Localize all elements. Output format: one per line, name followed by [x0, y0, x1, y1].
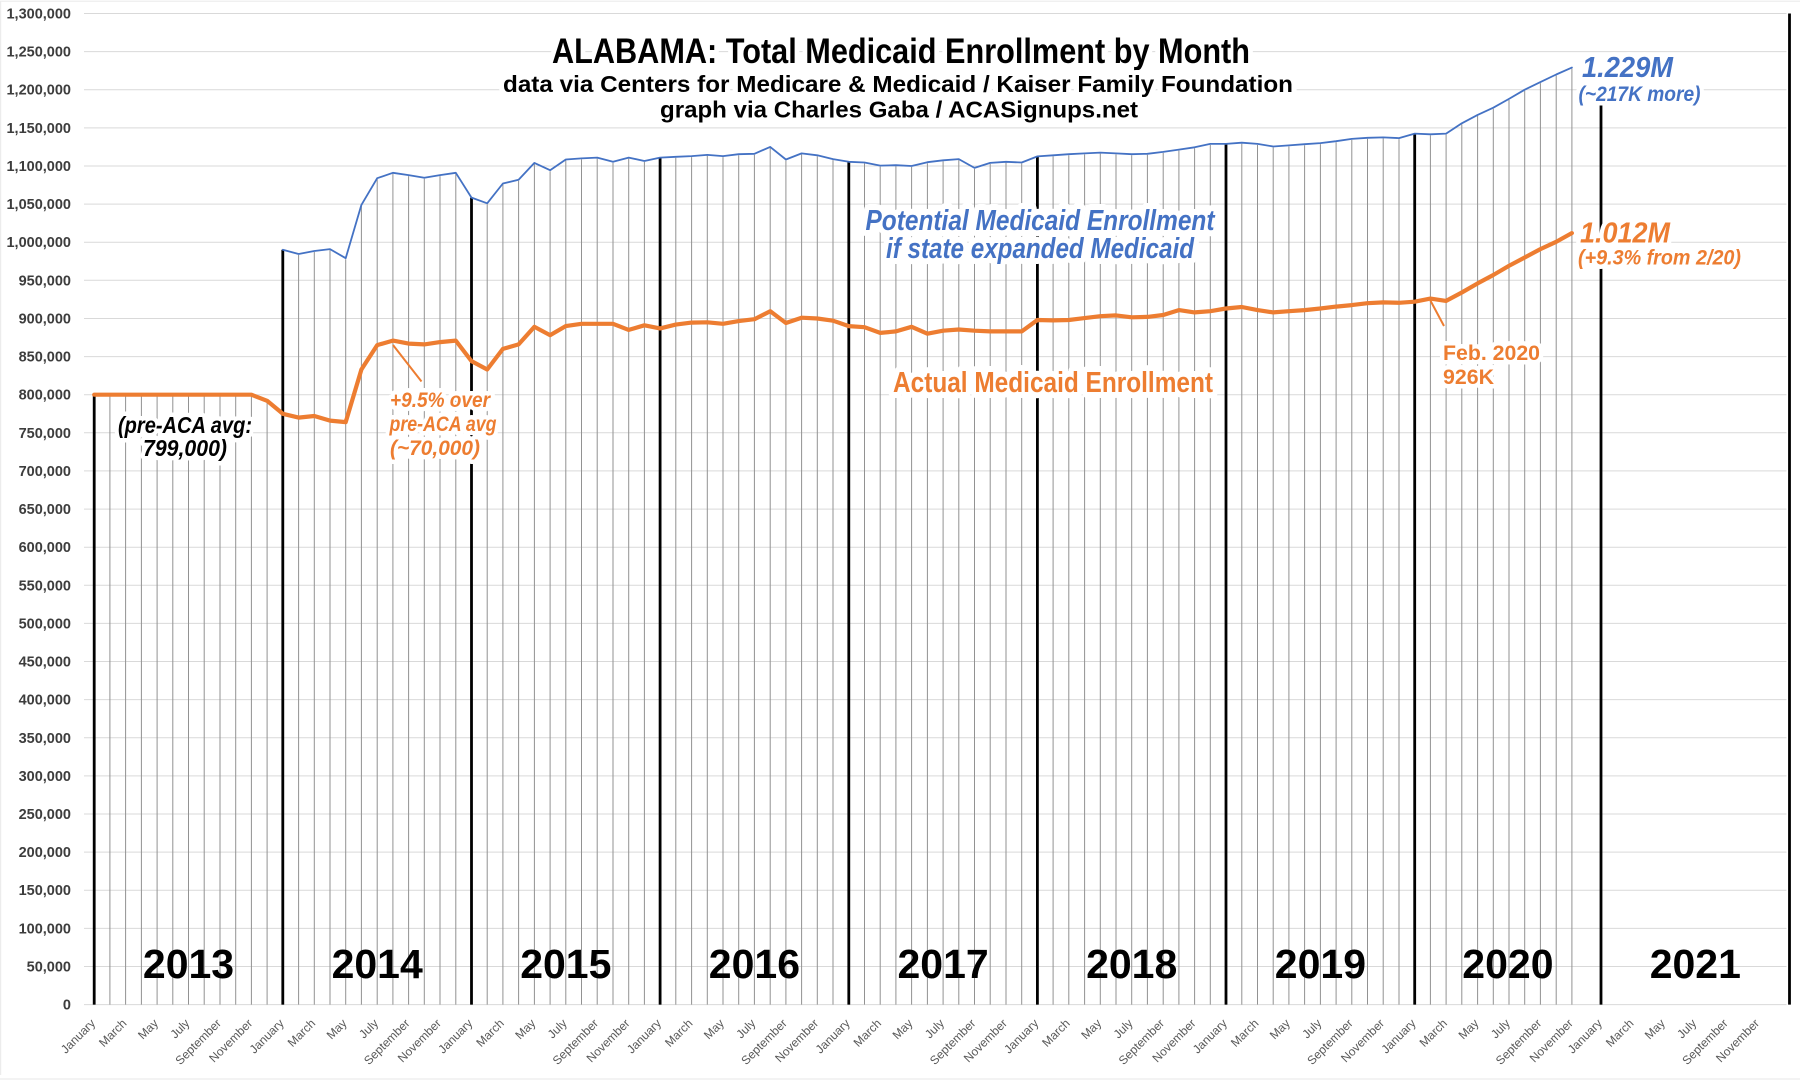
svg-text:ALABAMA: Total Medicaid Enroll: ALABAMA: Total Medicaid Enrollment by Mo…: [552, 31, 1250, 71]
svg-text:pre-ACA avg: pre-ACA avg: [389, 412, 497, 436]
svg-text:2015: 2015: [520, 941, 611, 987]
svg-text:+9.5% over: +9.5% over: [390, 388, 491, 412]
svg-text:450,000: 450,000: [19, 655, 71, 671]
svg-text:150,000: 150,000: [19, 883, 71, 899]
svg-text:Actual Medicaid Enrollment: Actual Medicaid Enrollment: [893, 367, 1213, 399]
svg-text:Potential Medicaid Enrollment: Potential Medicaid Enrollment: [866, 205, 1216, 237]
svg-text:1.229M: 1.229M: [1582, 52, 1674, 84]
svg-text:1,000,000: 1,000,000: [6, 235, 71, 251]
svg-text:400,000: 400,000: [19, 693, 71, 709]
svg-text:250,000: 250,000: [19, 807, 71, 823]
svg-text:1,200,000: 1,200,000: [6, 83, 71, 99]
svg-text:ALABAMA: Total Medicaid Enroll: ALABAMA: Total Medicaid Enrollment by Mo…: [552, 31, 1250, 71]
svg-text:Actual Medicaid Enrollment: Actual Medicaid Enrollment: [893, 367, 1213, 399]
svg-text:1,250,000: 1,250,000: [6, 45, 71, 61]
svg-text:1.012M: 1.012M: [1580, 218, 1671, 250]
svg-text:900,000: 900,000: [19, 312, 71, 328]
svg-text:799,000): 799,000): [143, 435, 227, 461]
svg-text:graph via Charles Gaba / ACASi: graph via Charles Gaba / ACASignups.net: [660, 97, 1138, 123]
svg-text:if state expanded Medicaid: if state expanded Medicaid: [886, 233, 1194, 265]
svg-text:926K: 926K: [1443, 365, 1494, 389]
svg-text:950,000: 950,000: [19, 273, 71, 289]
svg-text:500,000: 500,000: [19, 616, 71, 632]
svg-text:850,000: 850,000: [19, 350, 71, 366]
svg-text:(~217K more): (~217K more): [1579, 82, 1701, 106]
svg-text:700,000: 700,000: [19, 464, 71, 480]
svg-text:2016: 2016: [709, 941, 800, 987]
svg-text:(+9.3% from 2/20): (+9.3% from 2/20): [1578, 246, 1741, 270]
svg-text:800,000: 800,000: [19, 388, 71, 404]
svg-text:300,000: 300,000: [19, 769, 71, 785]
svg-text:(~70,000): (~70,000): [390, 436, 480, 460]
svg-text:2013: 2013: [143, 941, 234, 987]
svg-text:2021: 2021: [1650, 941, 1741, 987]
svg-text:graph via Charles Gaba / ACASi: graph via Charles Gaba / ACASignups.net: [660, 97, 1138, 123]
svg-text:data via Centers for Medicare: data via Centers for Medicare & Medicaid…: [503, 71, 1293, 97]
svg-text:Feb. 2020: Feb. 2020: [1443, 341, 1540, 365]
svg-text:(+9.3% from 2/20): (+9.3% from 2/20): [1578, 246, 1741, 270]
svg-text:1.012M: 1.012M: [1580, 218, 1671, 250]
svg-text:200,000: 200,000: [19, 845, 71, 861]
svg-text:100,000: 100,000: [19, 921, 71, 937]
svg-text:Potential Medicaid Enrollment: Potential Medicaid Enrollment: [866, 205, 1216, 237]
svg-text:data via Centers for Medicare: data via Centers for Medicare & Medicaid…: [503, 71, 1293, 97]
svg-text:(~70,000): (~70,000): [390, 436, 480, 460]
svg-text:+9.5% over: +9.5% over: [390, 388, 491, 412]
svg-text:if state expanded Medicaid: if state expanded Medicaid: [886, 233, 1194, 265]
svg-text:2020: 2020: [1462, 941, 1553, 987]
svg-text:550,000: 550,000: [19, 578, 71, 594]
svg-text:1,100,000: 1,100,000: [6, 159, 71, 175]
svg-text:1,050,000: 1,050,000: [6, 197, 71, 213]
svg-text:50,000: 50,000: [27, 960, 71, 976]
svg-text:650,000: 650,000: [19, 502, 71, 518]
svg-text:2014: 2014: [332, 941, 423, 987]
svg-text:350,000: 350,000: [19, 731, 71, 747]
svg-text:Feb. 2020: Feb. 2020: [1443, 341, 1540, 365]
svg-text:1.229M: 1.229M: [1582, 52, 1674, 84]
svg-text:799,000): 799,000): [143, 435, 227, 461]
svg-text:(pre-ACA avg:: (pre-ACA avg:: [118, 412, 252, 438]
svg-text:2019: 2019: [1275, 941, 1366, 987]
svg-text:750,000: 750,000: [19, 426, 71, 442]
svg-text:(~217K more): (~217K more): [1579, 82, 1701, 106]
svg-text:2017: 2017: [897, 941, 988, 987]
svg-text:pre-ACA avg: pre-ACA avg: [389, 412, 497, 436]
svg-text:2018: 2018: [1086, 941, 1177, 987]
svg-text:0: 0: [63, 998, 71, 1014]
svg-text:(pre-ACA avg:: (pre-ACA avg:: [118, 412, 252, 438]
svg-text:1,150,000: 1,150,000: [6, 121, 71, 137]
svg-text:1,300,000: 1,300,000: [6, 7, 71, 23]
svg-text:600,000: 600,000: [19, 540, 71, 556]
svg-text:926K: 926K: [1443, 365, 1494, 389]
